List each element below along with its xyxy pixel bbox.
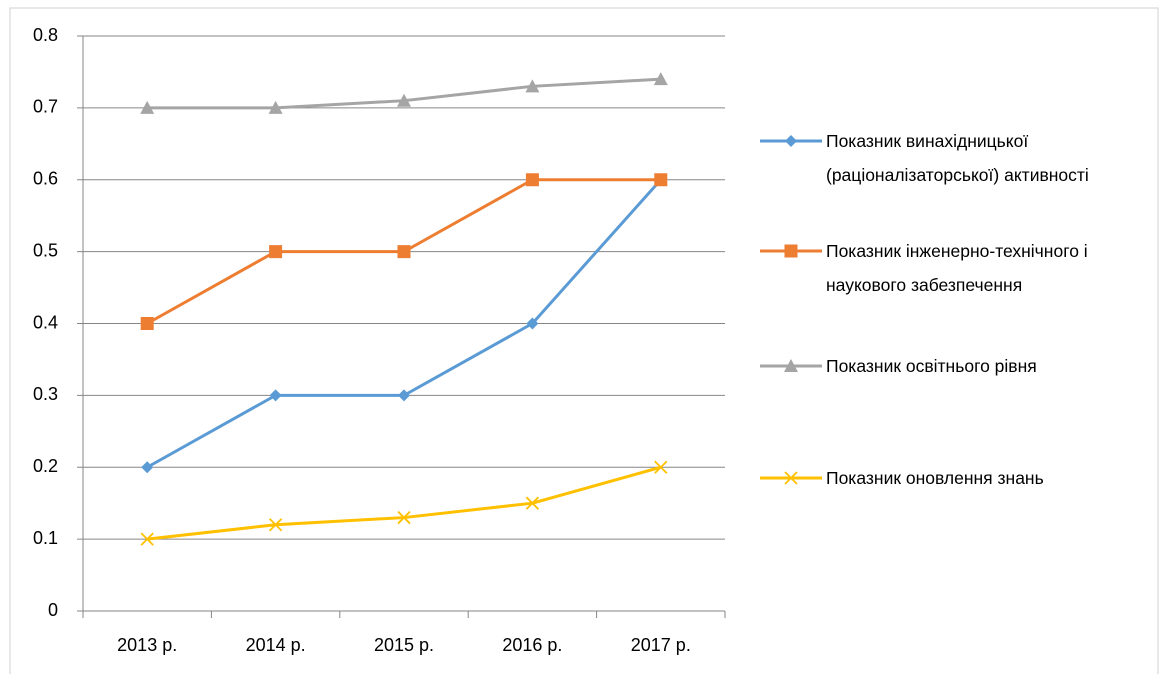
marker: [654, 173, 668, 187]
series-line: [147, 465, 662, 541]
x-tick-label: 2017 р.: [631, 635, 691, 655]
marker: [785, 135, 797, 147]
marker: [784, 359, 798, 372]
marker: [397, 93, 411, 107]
y-tick-label: 0.6: [33, 169, 58, 189]
y-tick-label: 0.2: [33, 456, 58, 476]
y-tick-label: 0.7: [33, 97, 58, 117]
marker: [526, 317, 539, 330]
y-tick-label: 0.8: [33, 25, 58, 45]
marker: [525, 79, 540, 93]
legend-label: Показник оновлення знань: [826, 468, 1044, 488]
x-tick-label: 2013 р.: [117, 635, 177, 655]
marker: [140, 317, 154, 330]
y-tick-label: 0.5: [33, 240, 58, 260]
legend-label: Показник інженерно-технічного і науковог…: [826, 241, 1088, 295]
marker: [525, 496, 540, 510]
y-tick-label: 0.1: [33, 528, 58, 548]
marker: [784, 244, 798, 258]
marker: [398, 389, 410, 402]
x-tick-label: 2016 р.: [502, 635, 562, 655]
marker: [269, 389, 282, 402]
marker: [269, 245, 283, 259]
chart-border: [9, 7, 1159, 674]
marker: [653, 72, 668, 86]
marker: [654, 460, 668, 474]
marker: [784, 471, 798, 485]
y-tick-label: 0: [48, 600, 58, 620]
marker: [397, 245, 411, 259]
y-tick-label: 0.3: [33, 384, 58, 404]
marker: [268, 518, 283, 532]
marker: [140, 100, 155, 114]
x-tick-label: 2014 р.: [246, 635, 306, 655]
marker: [268, 100, 283, 114]
legend-label: Показник винахідницької (раціоналізаторс…: [826, 131, 1089, 185]
marker: [140, 532, 154, 546]
legend-label: Показник освітнього рівня: [826, 356, 1037, 376]
x-tick-label: 2015 р.: [374, 635, 434, 655]
marker: [397, 510, 411, 525]
y-tick-label: 0.4: [33, 312, 58, 332]
marker: [141, 461, 154, 474]
marker: [525, 173, 539, 187]
